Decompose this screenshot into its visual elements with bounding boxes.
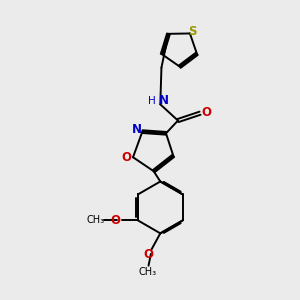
Text: O: O xyxy=(122,151,131,164)
Text: CH₃: CH₃ xyxy=(139,267,157,277)
Text: N: N xyxy=(131,123,142,136)
Text: H: H xyxy=(148,96,156,106)
Text: O: O xyxy=(110,214,120,226)
Text: N: N xyxy=(159,94,169,107)
Text: CH₃: CH₃ xyxy=(87,215,105,225)
Text: S: S xyxy=(188,26,196,38)
Text: O: O xyxy=(143,248,154,261)
Text: O: O xyxy=(202,106,212,119)
